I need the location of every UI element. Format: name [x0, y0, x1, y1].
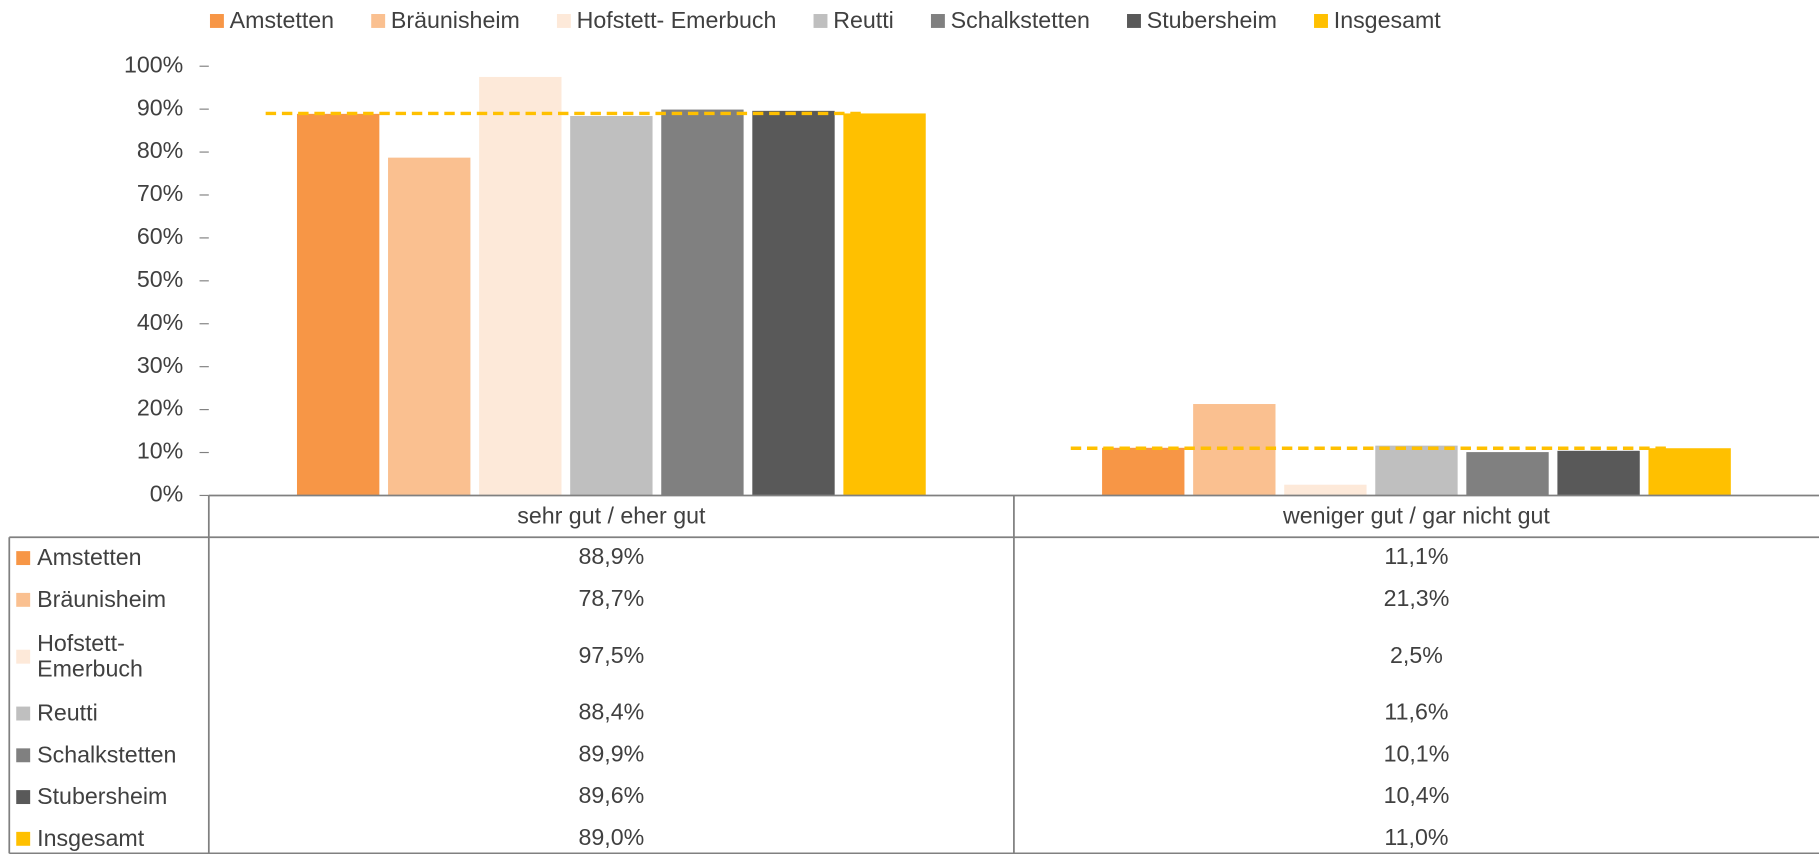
- legend-label: Bräunisheim: [391, 7, 520, 33]
- legend-swatch: [813, 14, 828, 28]
- bar: [1466, 452, 1549, 496]
- table-value: 88,9%: [578, 543, 644, 569]
- bar: [296, 113, 380, 496]
- legend-label: Insgesamt: [1334, 7, 1442, 33]
- y-tick-label: 70%: [137, 180, 183, 206]
- legend-label: Hofstett- Emerbuch: [577, 7, 777, 33]
- legend: Amstetten Bräunisheim Hofstett- Emerbuch Re…: [209, 7, 1442, 33]
- bar: [843, 113, 926, 496]
- y-tick-label: 50%: [137, 266, 183, 292]
- legend-swatch: [16, 831, 31, 846]
- bar: [570, 116, 653, 496]
- legend-swatch: [16, 551, 31, 566]
- row-label-box: Stubersheim: [9, 776, 209, 818]
- row-label-text: Schalkstetten: [37, 742, 177, 769]
- row-label-box: Schalkstetten: [9, 734, 209, 776]
- legend-swatch: [209, 14, 224, 28]
- y-tick-label: 60%: [137, 223, 183, 249]
- legend-swatch: [16, 790, 31, 805]
- row-label-box: Insgesamt: [9, 818, 209, 854]
- row-label: Insgesamt: [9, 818, 209, 854]
- category-label: weniger gut / gar nicht gut: [1282, 503, 1550, 529]
- legend-swatch: [1127, 14, 1141, 28]
- table-value: 78,7%: [578, 585, 644, 611]
- category-label: sehr gut / eher gut: [517, 503, 706, 529]
- legend-swatch: [1314, 14, 1328, 28]
- table-value: 10,4%: [1384, 782, 1450, 808]
- table-value: 11,0%: [1384, 824, 1448, 850]
- y-tick-label: 80%: [137, 137, 183, 163]
- bar: [1375, 445, 1458, 496]
- row-label-text: Stubersheim: [37, 784, 168, 810]
- legend-label: Schalkstetten: [951, 7, 1090, 33]
- legend-swatch: [16, 706, 31, 721]
- y-tick-label: 30%: [137, 352, 183, 378]
- table-value: 11,1%: [1384, 543, 1448, 569]
- row-label: Schalkstetten: [9, 734, 209, 776]
- y-tick-label: 90%: [137, 94, 183, 120]
- row-label-box: Amstetten: [9, 537, 209, 579]
- row-label: Bräunisheim: [9, 579, 209, 621]
- y-tick-label: 40%: [137, 309, 183, 335]
- bar: [1648, 448, 1731, 496]
- legend-swatch: [16, 592, 31, 607]
- table-value: 89,6%: [578, 782, 644, 808]
- bar: [479, 76, 562, 496]
- row-label: Amstetten: [9, 537, 209, 579]
- bar: [1284, 484, 1367, 496]
- table-value: 11,6%: [1384, 699, 1448, 725]
- row-label-box: Hofstett- Emerbuch: [9, 621, 209, 693]
- bar: [752, 110, 835, 496]
- legend-swatch: [371, 14, 386, 28]
- row-label: Hofstett- Emerbuch: [9, 621, 209, 693]
- table-value: 88,4%: [578, 699, 644, 725]
- bar: [388, 157, 471, 496]
- legend-label: Reutti: [833, 7, 894, 33]
- table-value: 97,5%: [578, 642, 644, 668]
- row-label-text: Insgesamt: [37, 826, 145, 852]
- row-label: Reutti: [9, 693, 209, 735]
- y-tick-label: 0%: [150, 481, 184, 507]
- row-label-box: Bräunisheim: [9, 579, 209, 621]
- row-label-text: Reutti: [37, 700, 98, 727]
- row-label: Stubersheim: [9, 776, 209, 818]
- legend-swatch: [930, 14, 945, 28]
- row-label-box: Reutti: [9, 693, 209, 735]
- bar: [1557, 450, 1640, 496]
- bar: [661, 109, 744, 496]
- y-tick-label: 100%: [124, 51, 183, 77]
- table-value: 89,9%: [578, 740, 644, 766]
- row-label-text: Hofstett- Emerbuch: [37, 631, 143, 683]
- legend-swatch: [556, 14, 571, 28]
- table-value: 2,5%: [1390, 642, 1443, 668]
- bar: [1102, 447, 1185, 496]
- legend-swatch: [16, 748, 31, 763]
- y-tick-label: 20%: [137, 395, 183, 421]
- table-value: 21,3%: [1384, 585, 1450, 611]
- table-value: 10,1%: [1384, 740, 1450, 766]
- row-label-text: Amstetten: [37, 545, 142, 571]
- legend-label: Stubersheim: [1147, 7, 1277, 33]
- legend-swatch: [16, 649, 31, 664]
- legend-label: Amstetten: [230, 7, 334, 33]
- y-tick-label: 10%: [137, 438, 183, 464]
- row-label-text: Bräunisheim: [37, 587, 167, 613]
- table-value: 89,0%: [578, 824, 644, 850]
